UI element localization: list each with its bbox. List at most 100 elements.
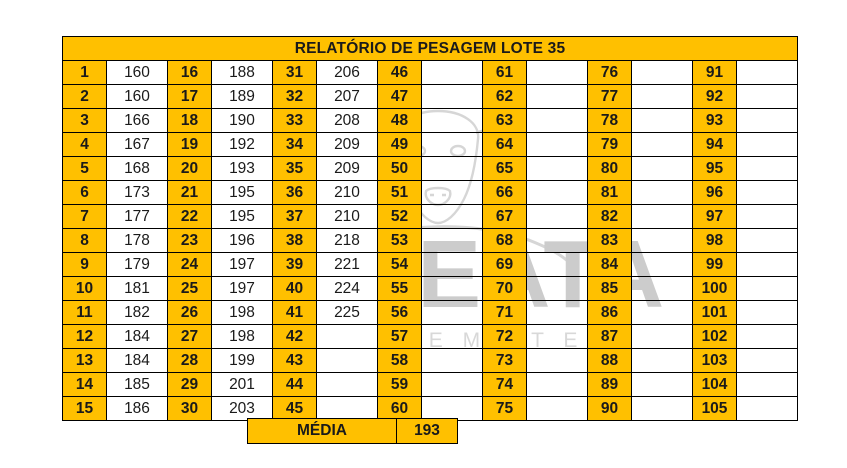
table-row: 13 184 28 199 43 58 73 88 103: [62, 348, 798, 373]
animal-index-cell: 24: [167, 252, 212, 277]
weight-value-cell: 177: [106, 204, 168, 229]
average-value: 193: [396, 418, 458, 444]
animal-index-cell: 72: [482, 324, 527, 349]
animal-index-cell: 64: [482, 132, 527, 157]
weight-value-cell: [526, 324, 588, 349]
weight-value-cell: 182: [106, 300, 168, 325]
weight-value-cell: 184: [106, 348, 168, 373]
weight-value-cell: [421, 180, 483, 205]
animal-index-cell: 65: [482, 156, 527, 181]
weight-value-cell: [631, 324, 693, 349]
animal-index-cell: 7: [62, 204, 107, 229]
animal-index-cell: 25: [167, 276, 212, 301]
animal-index-cell: 60: [377, 396, 422, 421]
report-title: RELATÓRIO DE PESAGEM LOTE 35: [62, 36, 798, 61]
weight-value-cell: [526, 60, 588, 85]
weight-value-cell: [736, 324, 798, 349]
weight-value-cell: [631, 180, 693, 205]
animal-index-cell: 66: [482, 180, 527, 205]
weight-value-cell: [631, 228, 693, 253]
weight-value-cell: 160: [106, 60, 168, 85]
animal-index-cell: 53: [377, 228, 422, 253]
animal-index-cell: 58: [377, 348, 422, 373]
weight-value-cell: 197: [211, 276, 273, 301]
animal-index-cell: 81: [587, 180, 632, 205]
weight-value-cell: 197: [211, 252, 273, 277]
animal-index-cell: 55: [377, 276, 422, 301]
table-row: 3 166 18 190 33 208 48 63 78 93: [62, 108, 798, 133]
animal-index-cell: 85: [587, 276, 632, 301]
animal-index-cell: 91: [692, 60, 737, 85]
weight-value-cell: 179: [106, 252, 168, 277]
animal-index-cell: 3: [62, 108, 107, 133]
animal-index-cell: 96: [692, 180, 737, 205]
table-row: 11 182 26 198 41 225 56 71 86 101: [62, 300, 798, 325]
average-label: MÉDIA: [247, 418, 397, 444]
weight-value-cell: 173: [106, 180, 168, 205]
animal-index-cell: 17: [167, 84, 212, 109]
animal-index-cell: 35: [272, 156, 317, 181]
animal-index-cell: 18: [167, 108, 212, 133]
animal-index-cell: 20: [167, 156, 212, 181]
animal-index-cell: 12: [62, 324, 107, 349]
weight-value-cell: [526, 348, 588, 373]
weight-value-cell: [631, 132, 693, 157]
weight-value-cell: [526, 252, 588, 277]
table-row: 5 168 20 193 35 209 50 65 80 95: [62, 156, 798, 181]
animal-index-cell: 79: [587, 132, 632, 157]
animal-index-cell: 40: [272, 276, 317, 301]
weight-value-cell: [421, 372, 483, 397]
animal-index-cell: 5: [62, 156, 107, 181]
animal-index-cell: 30: [167, 396, 212, 421]
weight-value-cell: 196: [211, 228, 273, 253]
animal-index-cell: 89: [587, 372, 632, 397]
animal-index-cell: 19: [167, 132, 212, 157]
weight-value-cell: [736, 348, 798, 373]
weight-value-cell: 190: [211, 108, 273, 133]
weight-value-cell: [421, 348, 483, 373]
animal-index-cell: 2: [62, 84, 107, 109]
weight-value-cell: [631, 276, 693, 301]
animal-index-cell: 51: [377, 180, 422, 205]
weight-value-cell: 198: [211, 300, 273, 325]
weight-value-cell: [631, 252, 693, 277]
animal-index-cell: 84: [587, 252, 632, 277]
animal-index-cell: 9: [62, 252, 107, 277]
animal-index-cell: 32: [272, 84, 317, 109]
animal-index-cell: 70: [482, 276, 527, 301]
weight-value-cell: [736, 108, 798, 133]
table-row: 12 184 27 198 42 57 72 87 102: [62, 324, 798, 349]
weight-value-cell: [736, 252, 798, 277]
weight-value-cell: [736, 132, 798, 157]
animal-index-cell: 61: [482, 60, 527, 85]
animal-index-cell: 49: [377, 132, 422, 157]
animal-index-cell: 34: [272, 132, 317, 157]
weight-value-cell: [736, 84, 798, 109]
animal-index-cell: 80: [587, 156, 632, 181]
animal-index-cell: 16: [167, 60, 212, 85]
animal-index-cell: 83: [587, 228, 632, 253]
weight-value-cell: [421, 324, 483, 349]
animal-index-cell: 15: [62, 396, 107, 421]
animal-index-cell: 103: [692, 348, 737, 373]
weight-value-cell: [631, 60, 693, 85]
animal-index-cell: 75: [482, 396, 527, 421]
weighing-report-table: RELATÓRIO DE PESAGEM LOTE 35 1 160 16 188 31…: [62, 36, 798, 421]
animal-index-cell: 11: [62, 300, 107, 325]
weight-value-cell: 195: [211, 180, 273, 205]
animal-index-cell: 78: [587, 108, 632, 133]
table-row: 10 181 25 197 40 224 55 70 85 100: [62, 276, 798, 301]
weight-value-cell: [526, 300, 588, 325]
weight-value-cell: 198: [211, 324, 273, 349]
animal-index-cell: 4: [62, 132, 107, 157]
weight-value-cell: [631, 156, 693, 181]
table-row: 1 160 16 188 31 206 46 61 76 91: [62, 60, 798, 85]
animal-index-cell: 93: [692, 108, 737, 133]
animal-index-cell: 33: [272, 108, 317, 133]
animal-index-cell: 13: [62, 348, 107, 373]
weight-value-cell: [526, 228, 588, 253]
animal-index-cell: 27: [167, 324, 212, 349]
animal-index-cell: 104: [692, 372, 737, 397]
weight-value-cell: [736, 204, 798, 229]
animal-index-cell: 26: [167, 300, 212, 325]
